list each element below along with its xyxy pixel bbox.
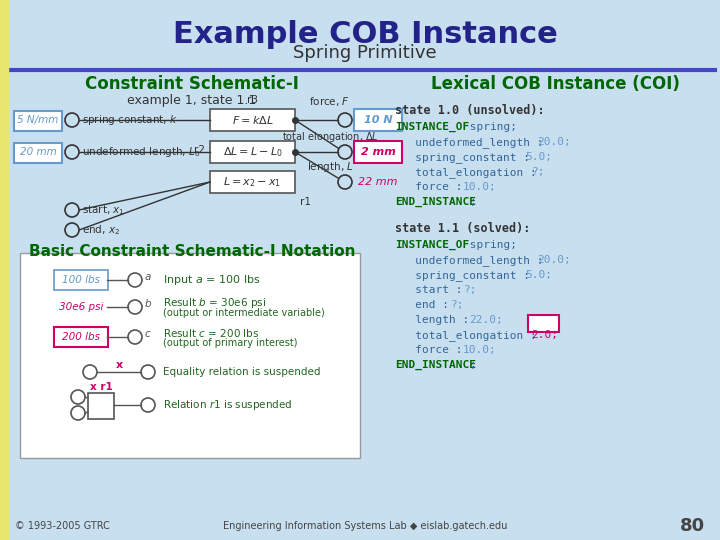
Text: INSTANCE_OF: INSTANCE_OF: [395, 240, 469, 250]
Text: 20.0;: 20.0;: [538, 255, 572, 265]
Text: r3: r3: [247, 95, 258, 105]
FancyBboxPatch shape: [354, 141, 402, 163]
Text: undeformed_length :: undeformed_length :: [395, 255, 550, 266]
Text: force, $F$: force, $F$: [310, 95, 351, 108]
Text: INSTANCE_OF: INSTANCE_OF: [395, 122, 469, 132]
Text: (output of primary interest): (output of primary interest): [163, 338, 297, 348]
FancyBboxPatch shape: [354, 109, 402, 131]
Text: Spring Primitive: Spring Primitive: [293, 44, 437, 62]
Text: Result $c$ = 200 lbs: Result $c$ = 200 lbs: [163, 327, 259, 339]
Text: 5 N/mm: 5 N/mm: [17, 115, 59, 125]
Text: total elongation, $\Delta L$: total elongation, $\Delta L$: [282, 130, 379, 144]
Text: Basic Constraint Schematic-I Notation: Basic Constraint Schematic-I Notation: [29, 244, 355, 259]
Text: 2 mm: 2 mm: [361, 147, 395, 157]
Text: © 1993-2005 GTRC: © 1993-2005 GTRC: [15, 521, 110, 531]
Text: total_elongation :: total_elongation :: [395, 167, 544, 178]
Text: end, $x_2$: end, $x_2$: [82, 223, 120, 237]
Text: ?;: ?;: [451, 300, 464, 310]
Text: undeformed_length :: undeformed_length :: [395, 137, 550, 148]
FancyBboxPatch shape: [54, 327, 108, 347]
Text: c: c: [145, 329, 150, 339]
Text: example 1, state 1.1: example 1, state 1.1: [127, 94, 256, 107]
Text: END_INSTANCE: END_INSTANCE: [395, 197, 476, 207]
Text: (output or intermediate variable): (output or intermediate variable): [163, 308, 325, 318]
Text: 30e6 psi: 30e6 psi: [59, 302, 103, 312]
Text: x r1: x r1: [89, 382, 112, 392]
FancyBboxPatch shape: [14, 143, 62, 163]
FancyBboxPatch shape: [20, 253, 360, 458]
Text: x: x: [115, 360, 122, 370]
FancyBboxPatch shape: [54, 270, 108, 290]
Text: ;: ;: [469, 197, 476, 207]
Text: spring;: spring;: [463, 240, 517, 250]
Text: spring_constant :: spring_constant :: [395, 270, 536, 281]
Text: spring;: spring;: [463, 122, 517, 132]
Text: END_INSTANCE: END_INSTANCE: [395, 360, 476, 370]
Text: ;: ;: [469, 360, 476, 370]
Text: spring constant, $k$: spring constant, $k$: [82, 113, 178, 127]
Text: state 1.1 (solved):: state 1.1 (solved):: [395, 222, 531, 235]
Text: r2: r2: [194, 145, 205, 155]
Text: Equality relation is suspended: Equality relation is suspended: [163, 367, 320, 377]
Text: ?;: ?;: [463, 285, 477, 295]
Text: $L = x_2 - x_1$: $L = x_2 - x_1$: [223, 175, 282, 189]
Text: b: b: [145, 299, 152, 309]
Text: 10.0;: 10.0;: [463, 345, 497, 355]
Text: force :: force :: [395, 182, 469, 192]
Text: 5.0;: 5.0;: [525, 270, 552, 280]
Text: end :: end :: [395, 300, 456, 310]
Text: 100 lbs: 100 lbs: [62, 275, 100, 285]
Text: 2.0;: 2.0;: [531, 330, 559, 340]
Text: 5.0;: 5.0;: [525, 152, 552, 162]
Text: 22 mm: 22 mm: [359, 177, 397, 187]
Text: 10.0;: 10.0;: [463, 182, 497, 192]
Text: spring_constant :: spring_constant :: [395, 152, 536, 163]
Text: length, $L$: length, $L$: [307, 160, 354, 174]
Text: state 1.0 (unsolved):: state 1.0 (unsolved):: [395, 104, 544, 117]
Text: length :: length :: [395, 315, 476, 325]
Text: undeformed length, $L_0$: undeformed length, $L_0$: [82, 145, 200, 159]
Text: Lexical COB Instance (COI): Lexical COB Instance (COI): [431, 75, 680, 93]
Text: Input $a$ = 100 lbs: Input $a$ = 100 lbs: [163, 273, 261, 287]
Text: total_elongation :: total_elongation :: [395, 330, 544, 341]
Text: force :: force :: [395, 345, 469, 355]
Text: 10 N: 10 N: [364, 115, 392, 125]
Text: a: a: [145, 272, 151, 282]
Text: Constraint Schematic-I: Constraint Schematic-I: [85, 75, 299, 93]
FancyBboxPatch shape: [528, 315, 559, 332]
FancyBboxPatch shape: [210, 141, 295, 163]
Text: 22.0;: 22.0;: [469, 315, 503, 325]
Text: 80: 80: [680, 517, 705, 535]
Text: 20.0;: 20.0;: [538, 137, 572, 147]
Text: Relation $r1$ is suspended: Relation $r1$ is suspended: [163, 398, 292, 412]
Text: 200 lbs: 200 lbs: [62, 332, 100, 342]
Text: r1: r1: [300, 197, 311, 207]
Bar: [0, 0, 8, 540]
FancyBboxPatch shape: [88, 393, 114, 419]
Text: $F = k\Delta L$: $F = k\Delta L$: [232, 114, 274, 126]
Text: ?;: ?;: [531, 167, 545, 177]
FancyBboxPatch shape: [210, 109, 295, 131]
Text: start, $x_1$: start, $x_1$: [82, 203, 125, 217]
Text: Example COB Instance: Example COB Instance: [173, 20, 557, 49]
Text: Result $b$ = 30e6 psi: Result $b$ = 30e6 psi: [163, 296, 266, 310]
FancyBboxPatch shape: [14, 111, 62, 131]
Text: Engineering Information Systems Lab ◆ eislab.gatech.edu: Engineering Information Systems Lab ◆ ei…: [222, 521, 507, 531]
Text: start :: start :: [395, 285, 469, 295]
Text: 20 mm: 20 mm: [19, 147, 56, 157]
Text: $\Delta L = L - L_0$: $\Delta L = L - L_0$: [222, 145, 282, 159]
FancyBboxPatch shape: [210, 171, 295, 193]
